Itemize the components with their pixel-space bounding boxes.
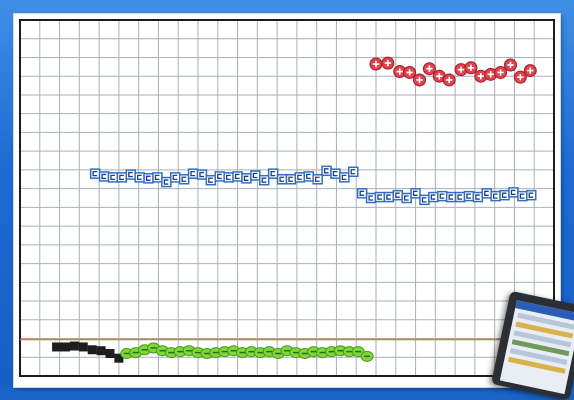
data-point	[481, 188, 493, 199]
data-point	[463, 190, 475, 202]
data-point	[60, 342, 70, 352]
data-point	[330, 168, 341, 179]
data-point	[428, 191, 439, 203]
chart-grid	[20, 20, 554, 376]
data-point	[250, 170, 261, 181]
data-point	[419, 194, 430, 206]
data-point	[241, 173, 252, 184]
data-point	[116, 172, 128, 183]
data-point	[490, 190, 501, 202]
data-point	[403, 65, 417, 79]
data-point	[339, 172, 350, 183]
data-point	[89, 168, 101, 179]
data-point	[98, 171, 110, 182]
data-point	[342, 346, 356, 358]
data-point	[464, 61, 478, 75]
data-point	[312, 174, 323, 185]
data-point	[143, 173, 154, 184]
data-point	[508, 187, 519, 198]
data-point	[523, 64, 537, 78]
data-point	[381, 56, 395, 70]
data-point	[356, 188, 368, 199]
data-point	[134, 172, 145, 183]
data-point	[321, 165, 332, 177]
data-point	[114, 353, 124, 363]
data-point	[294, 172, 306, 183]
data-point	[348, 166, 359, 178]
plot-border	[19, 19, 555, 377]
data-point	[410, 188, 421, 199]
data-point	[401, 192, 412, 204]
data-point	[107, 172, 119, 183]
data-point	[499, 189, 510, 201]
data-point	[484, 67, 498, 81]
data-point	[96, 346, 106, 356]
laptop-screen	[499, 300, 574, 395]
data-point	[187, 168, 199, 179]
data-point	[392, 189, 404, 201]
data-point	[170, 172, 181, 183]
data-point	[413, 73, 427, 87]
data-point	[78, 342, 88, 352]
data-point	[472, 191, 484, 203]
data-series	[120, 342, 374, 362]
data-point	[178, 174, 190, 185]
data-point	[360, 350, 374, 362]
data-series	[89, 165, 537, 206]
data-point	[517, 190, 528, 202]
data-point	[161, 176, 172, 188]
data-point	[513, 70, 527, 84]
data-point	[232, 171, 243, 182]
data-point	[125, 169, 137, 180]
data-point	[303, 171, 315, 182]
data-point	[374, 191, 386, 203]
data-point	[285, 174, 297, 185]
data-point	[87, 345, 97, 355]
data-point	[259, 174, 270, 186]
data-point	[365, 192, 377, 204]
data-point	[152, 172, 163, 183]
data-point	[442, 73, 456, 87]
data-point	[503, 58, 517, 72]
data-point	[214, 171, 226, 182]
data-point	[196, 169, 208, 180]
data-series	[52, 341, 124, 363]
chart-marks	[52, 56, 537, 363]
data-point	[105, 349, 115, 359]
data-point	[205, 174, 217, 186]
data-point	[422, 62, 436, 76]
data-point	[52, 342, 62, 352]
chart-svg	[19, 19, 555, 377]
chart-panel	[14, 14, 560, 387]
data-point	[437, 190, 448, 202]
data-point	[454, 191, 466, 203]
data-point	[445, 191, 457, 203]
data-series	[369, 56, 537, 87]
data-point	[454, 63, 468, 77]
data-point	[369, 57, 383, 71]
data-point	[383, 191, 395, 203]
data-point	[223, 172, 234, 183]
data-point	[526, 189, 537, 201]
data-point	[69, 341, 79, 351]
data-point	[494, 65, 508, 79]
data-point	[276, 174, 288, 185]
data-point	[267, 168, 279, 179]
